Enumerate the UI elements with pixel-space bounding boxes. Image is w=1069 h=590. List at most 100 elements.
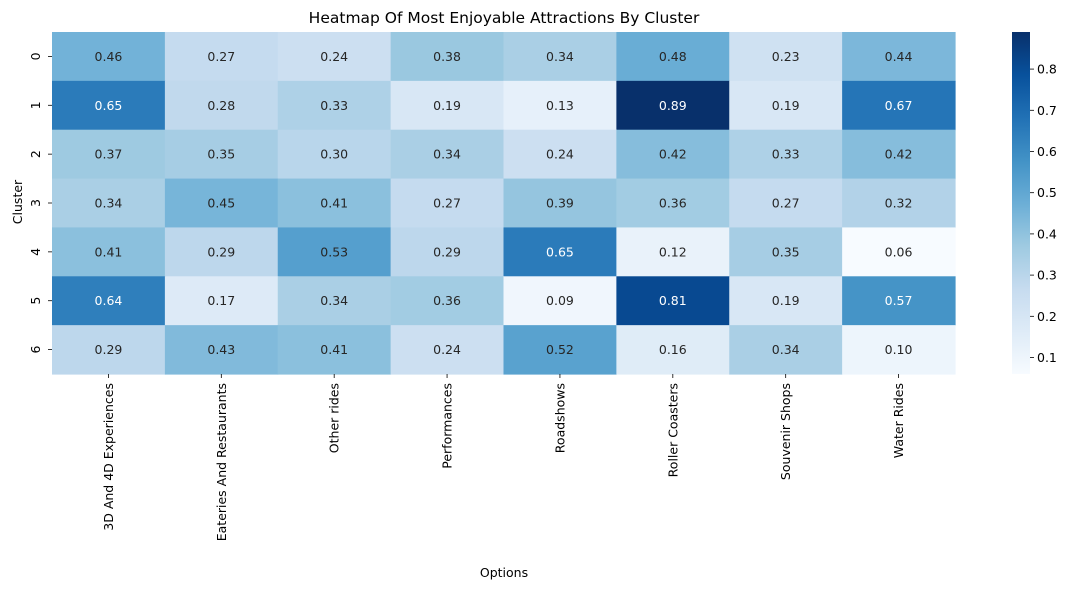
heatmap-cell [616,80,730,131]
cell-value-label: 0.33 [320,98,348,113]
cell-value-label: 0.67 [885,98,913,113]
cell-value-label: 0.65 [546,244,574,259]
cell-value-label: 0.34 [546,49,574,64]
heatmap-cell [503,80,617,131]
chart-title: Heatmap Of Most Enjoyable Attractions By… [309,9,700,27]
x-tick-label: Other rides [327,383,342,453]
heatmap-cell [277,129,392,180]
colorbar-tick-label: 0.3 [1037,268,1057,283]
colorbar-gradient [1012,32,1030,374]
cell-value-label: 0.35 [207,147,235,162]
cell-value-label: 0.44 [885,49,913,64]
cell-value-label: 0.53 [320,244,348,259]
colorbar-ticks: 0.1 0.2 0.3 0.4 0.5 0.6 0.7 0.8 [1030,62,1057,365]
cell-value-label: 0.17 [207,293,235,308]
heatmap-cell [729,276,843,326]
heatmap-cell [52,80,166,131]
x-tick-labels: 3D And 4D Experiences Eateries And Restau… [101,374,906,541]
colorbar: 0.1 0.2 0.3 0.4 0.5 0.6 0.7 0.8 [1012,32,1057,374]
cell-value-label: 0.34 [320,293,348,308]
heatmap-cell [503,227,617,277]
cell-value-label: 0.06 [885,244,913,259]
cell-value-label: 0.48 [659,49,687,64]
colorbar-tick-label: 0.8 [1037,62,1057,77]
cell-value-label: 0.34 [95,196,123,211]
y-tick-label: 4 [28,248,43,256]
heatmap-cell [390,129,505,180]
heatmap-cell [729,325,843,375]
cell-value-label: 0.09 [546,293,574,308]
cell-value-label: 0.24 [433,342,461,357]
cell-value-label: 0.28 [207,98,235,113]
cell-value-label: 0.19 [433,98,461,113]
heatmap-cell [842,178,956,229]
cell-value-label: 0.33 [772,147,800,162]
heatmap-cell [164,129,279,180]
cell-value-label: 0.46 [95,49,123,64]
cell-value-label: 0.57 [885,293,913,308]
heatmap-cell [52,178,166,229]
heatmap-cell [616,227,730,277]
heatmap-cell [277,32,392,82]
colorbar-tick-label: 0.1 [1037,350,1057,365]
heatmap-cell [842,32,956,82]
cell-value-label: 0.45 [207,196,235,211]
heatmap-cell [616,325,730,375]
heatmap-cell [390,80,505,131]
cell-value-label: 0.19 [772,98,800,113]
heatmap-cell [729,227,843,277]
heatmap-cell [52,276,166,326]
heatmap-cell [277,276,392,326]
heatmap-cell [390,32,505,82]
cell-value-label: 0.24 [546,147,574,162]
cell-value-label: 0.41 [320,196,348,211]
heatmap-cell [503,129,617,180]
y-tick-label: 5 [28,297,43,305]
heatmap-cell [616,276,730,326]
heatmap-cell [729,80,843,131]
heatmap-cell [390,325,505,375]
cell-value-label: 0.27 [207,49,235,64]
cell-value-label: 0.81 [659,293,687,308]
cell-value-label: 0.43 [207,342,235,357]
heatmap-cell [277,227,392,277]
heatmap-cell [729,129,843,180]
colorbar-tick-label: 0.2 [1037,309,1057,324]
heatmap-cell [616,178,730,229]
cell-value-label: 0.19 [772,293,800,308]
cell-value-label: 0.41 [95,244,123,259]
cell-value-label: 0.27 [433,196,461,211]
y-tick-label: 0 [28,52,43,60]
cell-value-label: 0.39 [546,196,574,211]
x-axis-label: Options [480,565,528,580]
heatmap-cell [616,32,730,82]
colorbar-tick-label: 0.6 [1037,144,1057,159]
cell-value-label: 0.29 [95,342,123,357]
heatmap-cell [729,32,843,82]
cell-value-label: 0.13 [546,98,574,113]
cell-value-label: 0.35 [772,244,800,259]
cell-value-label: 0.27 [772,196,800,211]
heatmap-cell [503,276,617,326]
heatmap-cell [164,276,279,326]
y-tick-labels: 0 1 2 3 4 5 6 [28,52,52,354]
cell-value-label: 0.34 [772,342,800,357]
heatmap-cell [729,178,843,229]
x-tick-label: Water Rides [891,383,906,458]
cell-value-label: 0.37 [95,147,123,162]
cell-value-label: 0.16 [659,342,687,357]
cell-value-label: 0.34 [433,147,461,162]
cell-value-label: 0.89 [659,98,687,113]
cell-value-label: 0.24 [320,49,348,64]
heatmap-cell [52,32,166,82]
cell-value-label: 0.52 [546,342,574,357]
cell-value-label: 0.12 [659,244,687,259]
cell-value-label: 0.32 [885,196,913,211]
y-tick-label: 2 [28,150,43,158]
cell-value-label: 0.29 [433,244,461,259]
heatmap-cell [52,129,166,180]
cell-value-label: 0.10 [885,342,913,357]
heatmap-cell [842,227,956,277]
heatmap-cell [390,276,505,326]
heatmap-cell [842,80,956,131]
